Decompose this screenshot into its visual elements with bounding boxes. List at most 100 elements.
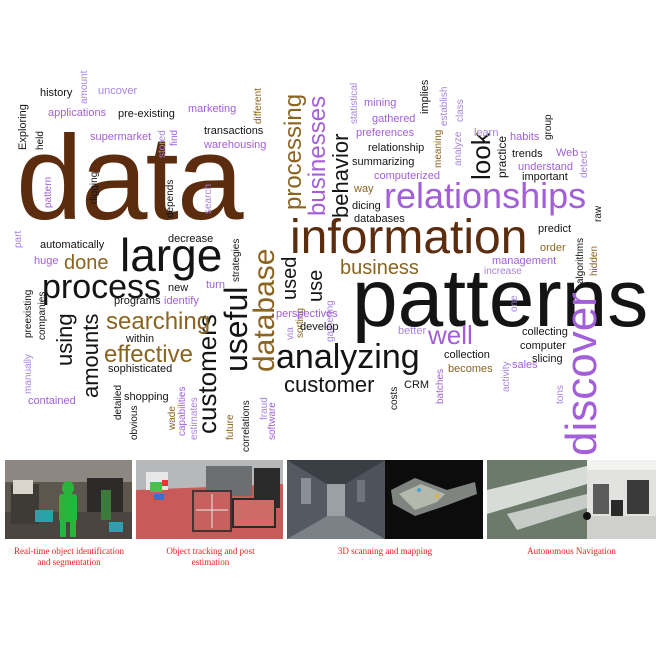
caption-object-tracking: Object tracking and post estimation <box>138 546 283 568</box>
caption-line: Real-time object identification <box>14 546 124 556</box>
word-gathered: gathered <box>372 113 416 125</box>
word-algorithms: algorithms <box>575 237 586 284</box>
word-detect: detect <box>579 150 590 178</box>
word-way: way <box>354 183 374 195</box>
word-effective: effective <box>104 341 193 368</box>
word-relationships: relationships <box>384 175 587 216</box>
word-depends: depends <box>165 179 176 218</box>
word-programs: programs <box>114 295 161 307</box>
word-preferences: preferences <box>356 127 415 139</box>
word-better: better <box>398 325 427 337</box>
word-obvious: obvious <box>129 405 140 440</box>
word-batches: batches <box>435 368 446 404</box>
word-activity: activity <box>501 361 512 392</box>
word-huge: huge <box>34 255 59 267</box>
photo-lab-segmentation <box>5 460 132 539</box>
word-customer: customer <box>284 372 375 397</box>
word-manually: manually <box>23 353 34 394</box>
word-develop: develop <box>300 321 339 333</box>
word-collecting: collecting <box>522 326 568 338</box>
word-future: future <box>225 414 236 440</box>
word-useful: useful <box>218 286 254 372</box>
word-trends: trends <box>512 148 543 160</box>
word-cloud: data patterns information large relation… <box>13 70 649 456</box>
word-used: used <box>279 256 301 300</box>
panel-object-tracking <box>136 460 283 539</box>
word-estimates: estimates <box>189 397 200 440</box>
word-large: large <box>120 229 223 281</box>
word-uncover: uncover <box>98 85 138 97</box>
word-decrease: decrease <box>168 233 214 245</box>
word-search: search <box>203 183 214 214</box>
word-pre-existing: pre-existing <box>118 108 175 120</box>
word-look: look <box>466 132 496 180</box>
word-crm: CRM <box>404 379 430 391</box>
word-identify: identify <box>164 295 199 307</box>
word-shopping: shopping <box>124 391 169 403</box>
word-meaning: meaning <box>433 129 444 168</box>
word-processing: processing <box>280 93 307 210</box>
word-applications: applications <box>48 107 107 119</box>
word-behavior: behavior <box>328 133 353 218</box>
word-habits: habits <box>510 131 540 143</box>
word-warehousing: warehousing <box>204 139 267 151</box>
word-amounts: amounts <box>78 313 103 398</box>
word-within: within <box>126 333 155 345</box>
photo-3d-scan <box>287 460 483 539</box>
word-discover: discover <box>557 292 606 456</box>
word-costs: costs <box>389 386 400 410</box>
word-collection: collection <box>444 349 490 361</box>
word-new: new <box>168 282 189 294</box>
word-patterns: patterns <box>352 253 649 344</box>
word-amount: amount <box>79 70 90 104</box>
word-perspectives: perspectives <box>276 308 338 320</box>
word-companies: companies <box>37 291 48 340</box>
word-using: using <box>52 313 77 366</box>
word-software: software <box>267 402 278 440</box>
word-find: find <box>169 129 180 146</box>
word-well: well <box>428 320 473 350</box>
word-stored: stored <box>157 130 168 158</box>
word-practice: practice <box>495 135 509 178</box>
word-exploring: Exploring <box>17 104 29 150</box>
word-automatically: automatically <box>40 239 105 251</box>
word-establish: establish <box>439 86 450 126</box>
word-supermarket: supermarket <box>90 131 152 143</box>
word-tons: tons <box>555 385 566 404</box>
word-detailed: detailed <box>113 384 124 420</box>
word-held: held <box>35 131 46 150</box>
word-pattern: pattern <box>43 176 54 208</box>
word-contained: contained <box>28 395 76 407</box>
word-process: process <box>42 268 162 306</box>
word-computerized: computerized <box>374 170 441 182</box>
word-different: different <box>253 88 264 124</box>
word-data: data <box>16 111 244 245</box>
caption-autonomous-navigation: Autonomous Navigation <box>487 546 656 557</box>
word-statistical: statistical <box>349 82 360 124</box>
word-correlations: correlations <box>241 400 252 452</box>
word-marketing: marketing <box>188 103 237 115</box>
word-searching: searching <box>106 308 211 335</box>
word-analyzing: analyzing <box>276 338 420 376</box>
word-order: order <box>540 242 566 254</box>
word-analyze: analyze <box>453 131 464 166</box>
word-important: important <box>522 171 568 183</box>
word-group: group <box>543 114 554 140</box>
word-preexisting: preexisting <box>23 289 34 338</box>
word-raw: raw <box>593 205 604 222</box>
word-turn: turn <box>206 279 225 291</box>
word-summarizing: summarizing <box>352 156 415 168</box>
word-digging: digging <box>89 171 100 204</box>
word-part: part <box>13 230 24 248</box>
panel-object-identification <box>5 460 132 539</box>
word-predict: predict <box>538 223 572 235</box>
caption-object-identification: Real-time object identification and segm… <box>2 546 136 568</box>
word-increase: increase <box>484 266 522 277</box>
word-hidden: hidden <box>589 245 600 276</box>
word-becomes: becomes <box>448 363 493 375</box>
word-done: done <box>64 252 109 274</box>
word-sales: sales <box>512 359 538 371</box>
word-mining: mining <box>364 97 397 109</box>
word-transactions: transactions <box>204 125 264 137</box>
word-use: use <box>305 269 327 302</box>
